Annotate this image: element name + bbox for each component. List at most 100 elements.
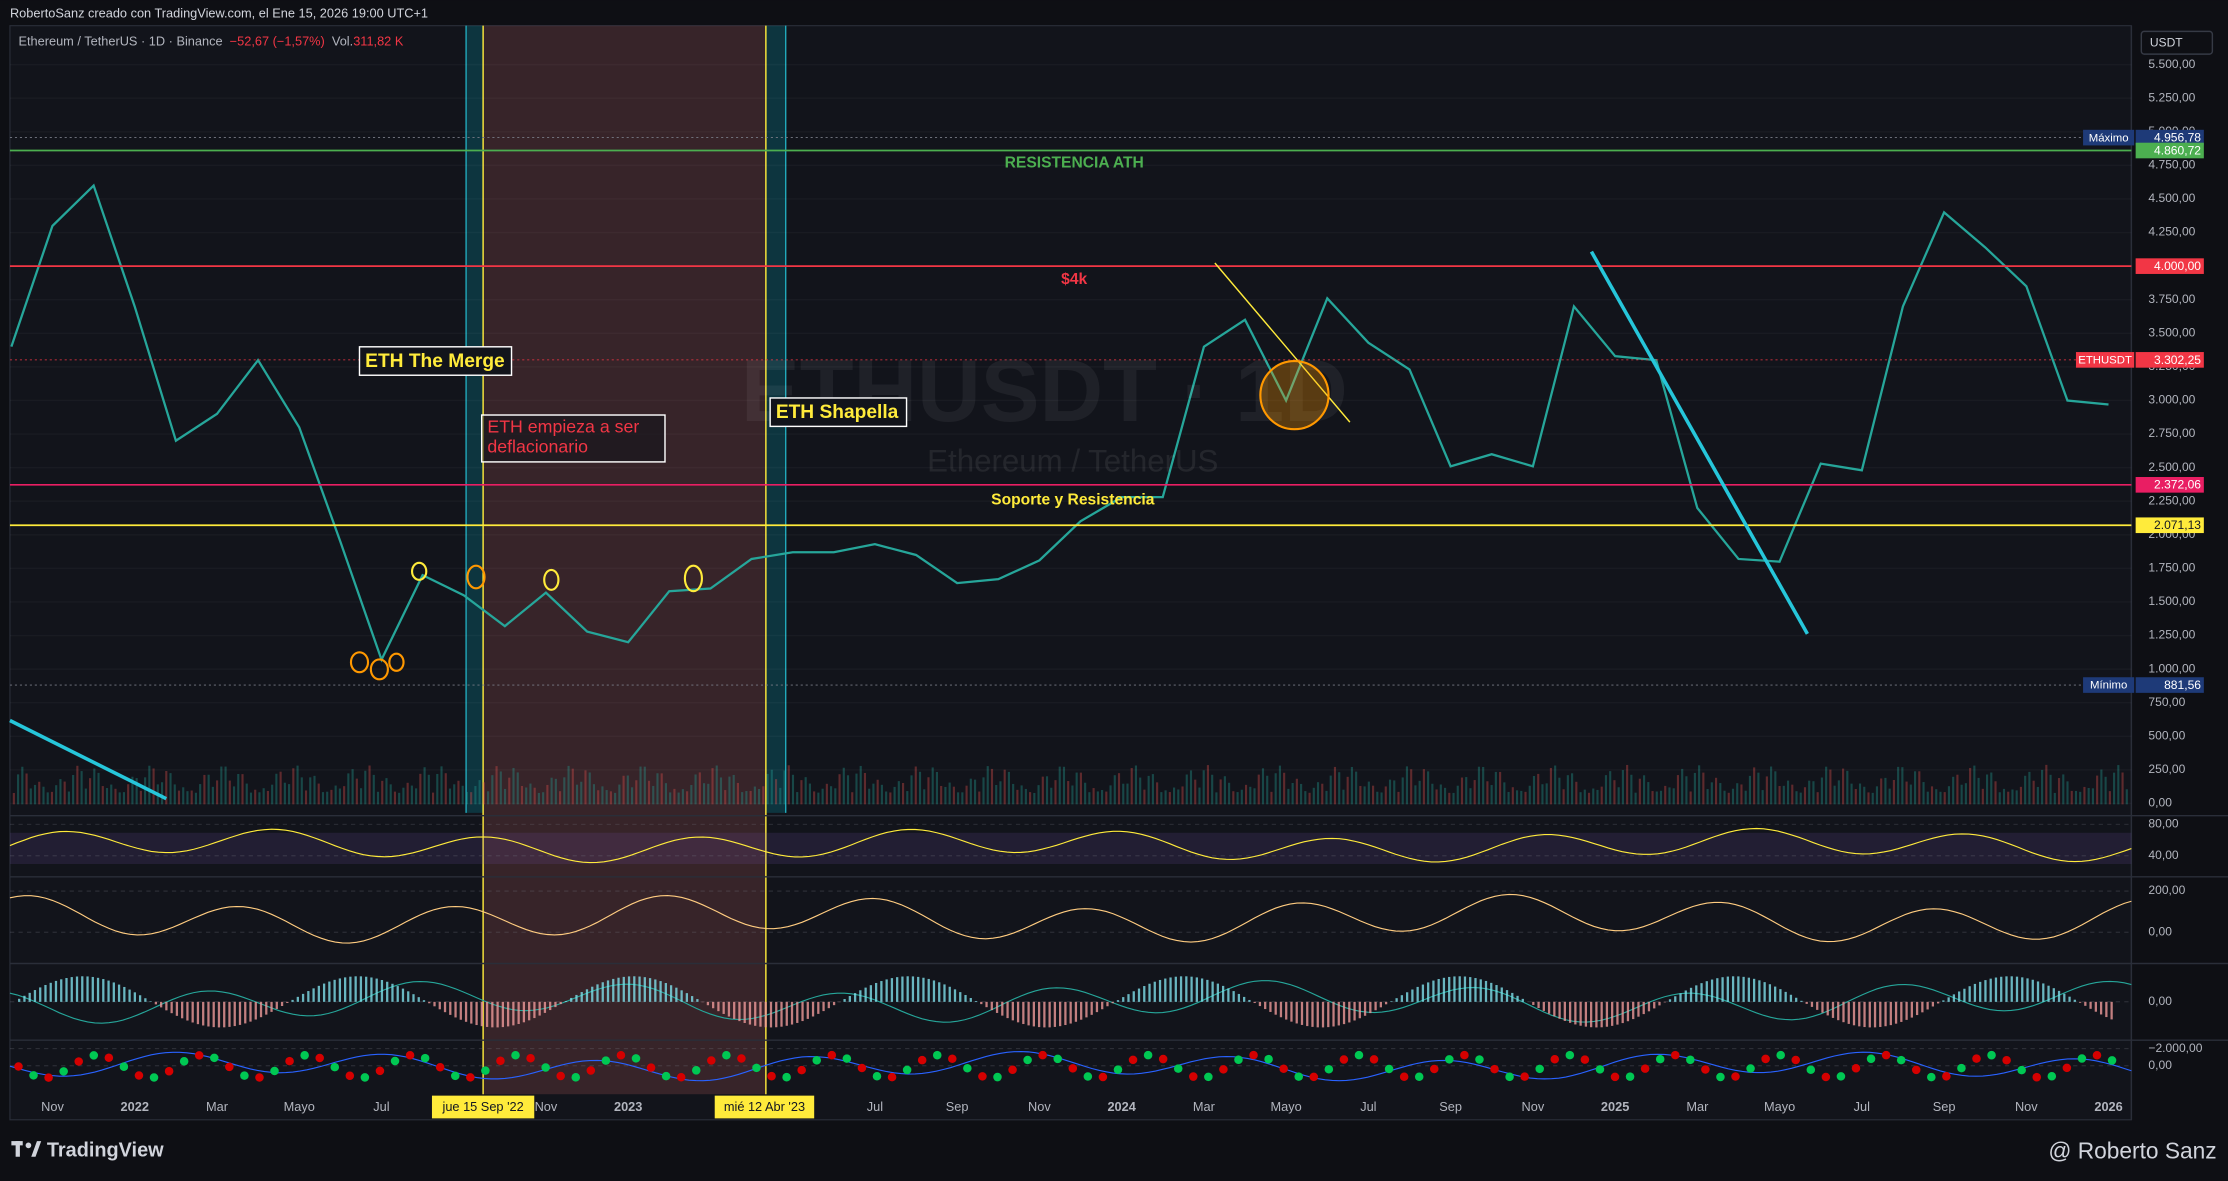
- histogram-decoration: [2110, 1001, 2113, 1020]
- volume-decoration: [360, 788, 363, 805]
- deflation-region: [483, 25, 766, 1095]
- volume-decoration: [63, 781, 66, 805]
- histogram-decoration: [244, 1001, 247, 1024]
- volume-decoration: [1888, 788, 1891, 805]
- histogram-decoration: [1059, 1001, 1062, 1027]
- x-tick-label: Nov: [535, 1099, 558, 1114]
- volume-decoration: [1638, 778, 1641, 805]
- dot-decoration: [44, 1073, 53, 1082]
- volume-decoration: [1376, 791, 1379, 805]
- x-tick-label: Nov: [1522, 1099, 1545, 1114]
- histogram-decoration: [1190, 976, 1193, 1002]
- annotation-box: [358, 346, 513, 376]
- histogram-decoration: [1795, 997, 1798, 1002]
- volume-decoration: [677, 792, 680, 805]
- volume-decoration: [1477, 766, 1481, 805]
- currency[interactable]: USDT: [2150, 36, 2183, 50]
- volume-decoration: [842, 767, 845, 805]
- volume-decoration: [1427, 771, 1430, 805]
- histogram-decoration: [675, 987, 678, 1002]
- x-tick-label: Mar: [1686, 1099, 1709, 1114]
- histogram-decoration: [1942, 1000, 1945, 1002]
- y-tick-label: 4.500,00: [2148, 191, 2195, 205]
- histogram-decoration: [775, 1001, 778, 1028]
- volume-decoration: [1333, 766, 1337, 805]
- price-line: [10, 183, 2109, 663]
- volume-decoration: [1101, 790, 1104, 805]
- volume-decoration: [1626, 764, 1629, 805]
- volume-decoration: [1134, 765, 1138, 805]
- histogram-decoration: [1547, 1001, 1551, 1014]
- histogram-decoration: [1642, 1001, 1645, 1015]
- volume-decoration: [101, 786, 104, 805]
- volume-decoration: [1676, 775, 1680, 805]
- currency-box[interactable]: [2140, 30, 2214, 55]
- volume-decoration: [995, 785, 998, 805]
- volume-decoration: [1905, 781, 1908, 805]
- volume-decoration: [2074, 790, 2078, 805]
- y-tick-label: 750,00: [2148, 695, 2185, 709]
- histogram-decoration: [1563, 1001, 1566, 1021]
- volume-decoration: [381, 780, 384, 805]
- histogram-decoration: [1679, 993, 1682, 1002]
- histogram-decoration: [1043, 1001, 1046, 1028]
- x-tick-label: Mayo: [1271, 1099, 1302, 1114]
- dot-decoration: [1987, 1050, 1996, 1060]
- marker: [466, 564, 486, 590]
- volume-decoration: [2125, 789, 2128, 805]
- histogram-decoration: [1868, 1001, 1871, 1028]
- histogram-decoration: [1568, 1001, 1572, 1023]
- dot-decoration: [1731, 1072, 1740, 1081]
- volume-decoration: [2007, 791, 2010, 805]
- volume-decoration: [2036, 786, 2039, 805]
- volume-decoration: [393, 791, 397, 805]
- volume-decoration: [470, 792, 473, 805]
- histogram-decoration: [1479, 979, 1482, 1002]
- volume-decoration: [1117, 773, 1121, 805]
- histogram-decoration: [575, 994, 578, 1002]
- volume-decoration: [707, 783, 710, 805]
- x-tick-label: Jul: [867, 1099, 883, 1114]
- dot-decoration: [2002, 1056, 2011, 1065]
- volume-decoration: [1308, 792, 1311, 805]
- volume-decoration: [398, 792, 401, 805]
- dot-decoration: [1806, 1065, 1816, 1074]
- dot-decoration: [1279, 1064, 1288, 1074]
- annotation: ETH The Merge: [365, 351, 505, 372]
- volume-decoration: [652, 785, 655, 805]
- volume-decoration: [1456, 785, 1459, 805]
- histogram-decoration: [117, 984, 121, 1002]
- histogram-decoration: [1684, 990, 1687, 1002]
- volume-decoration: [220, 766, 223, 805]
- histogram-decoration: [596, 984, 599, 1002]
- volume-decoration: [749, 790, 752, 805]
- volume-decoration: [1312, 787, 1315, 805]
- volume-decoration: [1571, 773, 1574, 805]
- histogram-decoration: [1763, 982, 1766, 1002]
- histogram-decoration: [44, 984, 47, 1002]
- oscillator-decoration: [9, 827, 2132, 864]
- histogram-decoration: [1595, 1001, 1598, 1028]
- volume-decoration: [304, 790, 308, 805]
- histogram-decoration: [1027, 1001, 1030, 1026]
- histogram-decoration: [2099, 1001, 2103, 1015]
- volume-decoration: [643, 766, 646, 805]
- volume-decoration: [1189, 770, 1193, 805]
- dot-decoration: [1505, 1072, 1514, 1082]
- histogram-decoration: [1852, 1001, 1856, 1026]
- volume-decoration: [1215, 792, 1218, 805]
- histogram-decoration: [475, 1001, 478, 1026]
- volume-decoration: [1600, 786, 1603, 805]
- histogram-decoration: [1332, 1001, 1335, 1027]
- histogram-decoration: [1421, 984, 1425, 1002]
- histogram-decoration: [422, 1000, 426, 1002]
- volume-decoration: [152, 768, 155, 805]
- volume-decoration: [2104, 776, 2107, 805]
- histogram-decoration: [627, 976, 631, 1002]
- histogram-decoration: [1900, 1001, 1903, 1022]
- histogram-decoration: [1989, 978, 1992, 1002]
- dot-decoration: [29, 1071, 38, 1080]
- volume-decoration: [2091, 788, 2094, 805]
- histogram-decoration: [1048, 1001, 1051, 1028]
